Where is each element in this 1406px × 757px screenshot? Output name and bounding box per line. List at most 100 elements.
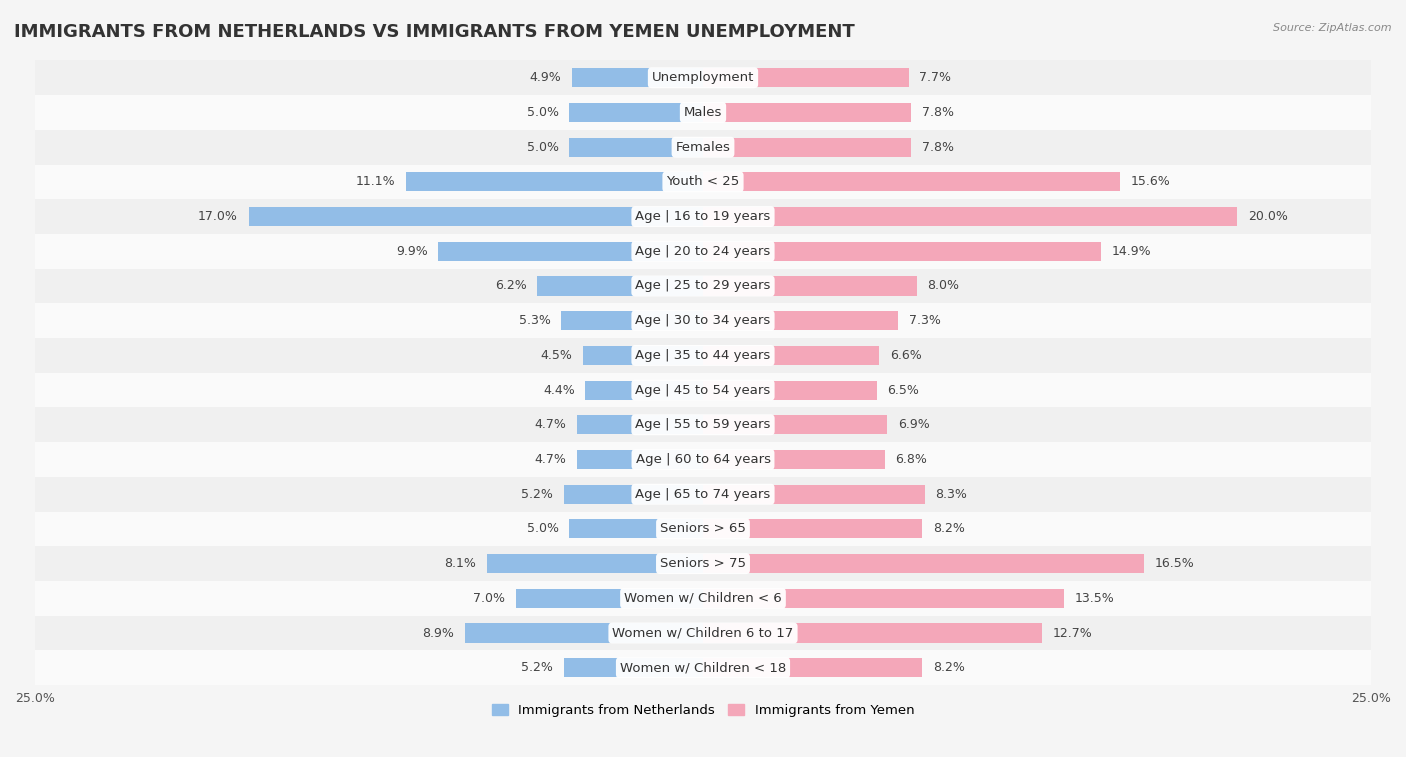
Bar — [35, 338, 1371, 372]
Bar — [35, 581, 1371, 615]
Bar — [406, 173, 703, 192]
Text: 7.8%: 7.8% — [922, 141, 955, 154]
Text: 15.6%: 15.6% — [1130, 176, 1170, 188]
Text: Age | 55 to 59 years: Age | 55 to 59 years — [636, 419, 770, 431]
Bar — [564, 658, 703, 678]
Text: 5.0%: 5.0% — [527, 522, 558, 535]
Text: 5.2%: 5.2% — [522, 488, 554, 500]
Bar — [35, 547, 1371, 581]
Bar — [569, 519, 703, 538]
Text: Seniors > 75: Seniors > 75 — [659, 557, 747, 570]
Bar — [703, 346, 879, 365]
Text: 4.5%: 4.5% — [540, 349, 572, 362]
Text: IMMIGRANTS FROM NETHERLANDS VS IMMIGRANTS FROM YEMEN UNEMPLOYMENT: IMMIGRANTS FROM NETHERLANDS VS IMMIGRANT… — [14, 23, 855, 41]
Bar — [703, 624, 1042, 643]
Text: 6.5%: 6.5% — [887, 384, 920, 397]
Text: 11.1%: 11.1% — [356, 176, 395, 188]
Bar — [582, 346, 703, 365]
Bar — [35, 130, 1371, 164]
Bar — [703, 589, 1064, 608]
Bar — [703, 241, 1101, 261]
Bar — [35, 650, 1371, 685]
Text: 4.7%: 4.7% — [534, 419, 567, 431]
Bar — [569, 138, 703, 157]
Bar — [703, 138, 911, 157]
Bar — [561, 311, 703, 330]
Text: 5.0%: 5.0% — [527, 141, 558, 154]
Text: Age | 20 to 24 years: Age | 20 to 24 years — [636, 245, 770, 258]
Bar — [35, 442, 1371, 477]
Text: 8.1%: 8.1% — [444, 557, 475, 570]
Text: 7.0%: 7.0% — [474, 592, 505, 605]
Text: 6.2%: 6.2% — [495, 279, 527, 292]
Text: 6.8%: 6.8% — [896, 453, 928, 466]
Bar — [486, 554, 703, 573]
Text: 13.5%: 13.5% — [1074, 592, 1114, 605]
Bar — [703, 311, 898, 330]
Bar — [439, 241, 703, 261]
Text: 7.8%: 7.8% — [922, 106, 955, 119]
Bar — [465, 624, 703, 643]
Text: 7.7%: 7.7% — [920, 71, 952, 84]
Bar — [703, 173, 1119, 192]
Bar — [578, 450, 703, 469]
Text: 9.9%: 9.9% — [396, 245, 427, 258]
Text: Women w/ Children < 6: Women w/ Children < 6 — [624, 592, 782, 605]
Text: Age | 45 to 54 years: Age | 45 to 54 years — [636, 384, 770, 397]
Text: 8.3%: 8.3% — [935, 488, 967, 500]
Bar — [564, 484, 703, 503]
Bar — [35, 164, 1371, 199]
Bar — [35, 61, 1371, 95]
Bar — [578, 416, 703, 435]
Bar — [516, 589, 703, 608]
Text: 5.3%: 5.3% — [519, 314, 551, 327]
Bar — [703, 658, 922, 678]
Legend: Immigrants from Netherlands, Immigrants from Yemen: Immigrants from Netherlands, Immigrants … — [486, 699, 920, 722]
Bar — [703, 207, 1237, 226]
Text: 4.7%: 4.7% — [534, 453, 567, 466]
Bar — [703, 381, 877, 400]
Bar — [703, 103, 911, 122]
Bar — [703, 519, 922, 538]
Text: 5.2%: 5.2% — [522, 661, 554, 674]
Bar — [703, 68, 908, 87]
Text: Age | 35 to 44 years: Age | 35 to 44 years — [636, 349, 770, 362]
Bar — [35, 199, 1371, 234]
Text: Age | 60 to 64 years: Age | 60 to 64 years — [636, 453, 770, 466]
Text: Age | 25 to 29 years: Age | 25 to 29 years — [636, 279, 770, 292]
Text: 6.6%: 6.6% — [890, 349, 922, 362]
Text: 4.9%: 4.9% — [530, 71, 561, 84]
Bar — [35, 512, 1371, 547]
Text: Age | 30 to 34 years: Age | 30 to 34 years — [636, 314, 770, 327]
Text: Source: ZipAtlas.com: Source: ZipAtlas.com — [1274, 23, 1392, 33]
Text: Unemployment: Unemployment — [652, 71, 754, 84]
Text: Males: Males — [683, 106, 723, 119]
Text: 14.9%: 14.9% — [1112, 245, 1152, 258]
Text: 20.0%: 20.0% — [1249, 210, 1288, 223]
Text: Age | 65 to 74 years: Age | 65 to 74 years — [636, 488, 770, 500]
Bar — [569, 103, 703, 122]
Bar — [537, 276, 703, 295]
Bar — [703, 276, 917, 295]
Text: Women w/ Children < 18: Women w/ Children < 18 — [620, 661, 786, 674]
Bar — [35, 95, 1371, 130]
Bar — [703, 416, 887, 435]
Text: Females: Females — [675, 141, 731, 154]
Bar — [703, 450, 884, 469]
Bar — [249, 207, 703, 226]
Text: 5.0%: 5.0% — [527, 106, 558, 119]
Text: 17.0%: 17.0% — [198, 210, 238, 223]
Text: 4.4%: 4.4% — [543, 384, 575, 397]
Text: Seniors > 65: Seniors > 65 — [659, 522, 747, 535]
Text: Youth < 25: Youth < 25 — [666, 176, 740, 188]
Bar — [35, 407, 1371, 442]
Bar — [572, 68, 703, 87]
Text: 8.0%: 8.0% — [928, 279, 959, 292]
Bar — [35, 615, 1371, 650]
Text: 16.5%: 16.5% — [1154, 557, 1194, 570]
Bar — [35, 372, 1371, 407]
Text: 8.2%: 8.2% — [932, 522, 965, 535]
Bar — [703, 484, 925, 503]
Text: 8.9%: 8.9% — [423, 627, 454, 640]
Bar — [35, 477, 1371, 512]
